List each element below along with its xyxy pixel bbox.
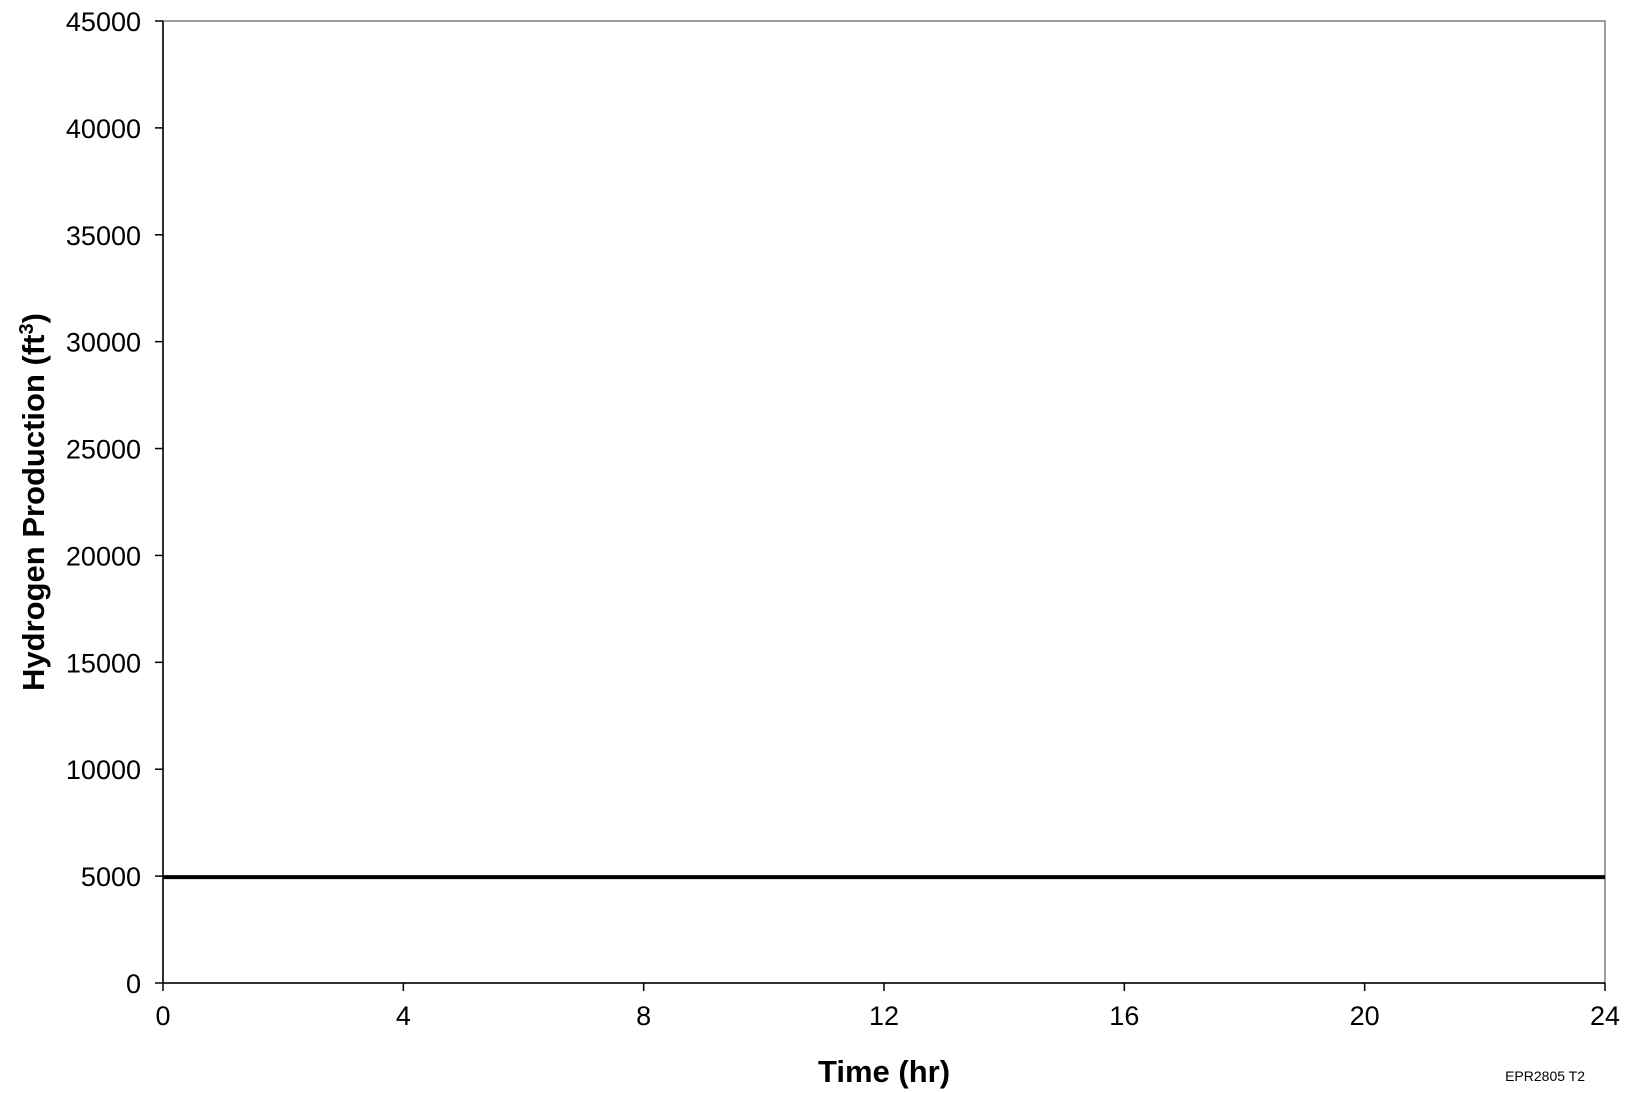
x-tick-label: 4 [396, 1001, 411, 1031]
y-tick-label: 0 [126, 969, 141, 999]
y-axis-title: Hydrogen Production (ft3) [16, 313, 51, 691]
y-tick-label: 40000 [66, 114, 141, 144]
y-axis-title-superscript: 3 [16, 323, 38, 334]
y-tick-label: 20000 [66, 541, 141, 571]
y-axis-ticks: 0 5000 10000 15000 20000 25000 30000 35000 40000… [66, 7, 163, 999]
footnote: EPR2805 T2 [1505, 1068, 1585, 1084]
y-tick-label: 5000 [81, 862, 141, 892]
x-axis-title: Time (hr) [818, 1054, 950, 1089]
y-tick-label: 30000 [66, 328, 141, 358]
x-tick-label: 20 [1350, 1001, 1380, 1031]
x-tick-label: 16 [1109, 1001, 1139, 1031]
x-tick-label: 12 [869, 1001, 899, 1031]
y-tick-label: 25000 [66, 435, 141, 465]
x-tick-label: 8 [636, 1001, 651, 1031]
x-tick-label: 24 [1590, 1001, 1620, 1031]
plot-area [162, 20, 1606, 984]
y-tick-label: 35000 [66, 221, 141, 251]
y-tick-label: 45000 [66, 7, 141, 37]
y-axis-title-end: ) [16, 313, 51, 323]
x-tick-label: 0 [155, 1001, 170, 1031]
x-axis-ticks: 0 4 8 12 16 20 24 [155, 983, 1620, 1031]
y-tick-label: 10000 [66, 755, 141, 785]
y-axis-title-main: Hydrogen Production (ft [16, 334, 51, 690]
y-tick-label: 15000 [66, 648, 141, 678]
